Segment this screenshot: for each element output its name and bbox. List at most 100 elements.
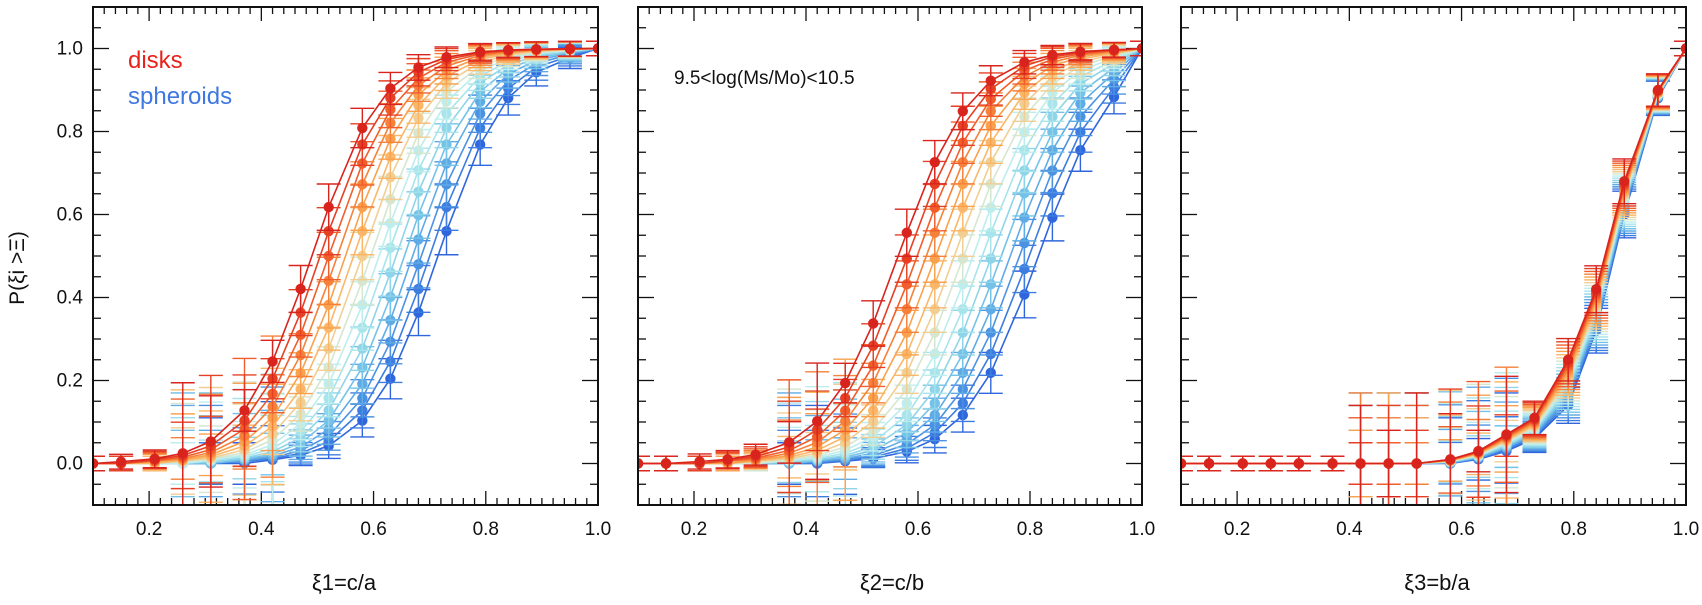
data-point (957, 106, 968, 117)
legend-spheroids: spheroids (128, 83, 232, 110)
data-point (205, 436, 217, 447)
series-line (639, 47, 1141, 465)
data-point (784, 437, 795, 448)
data-point (385, 291, 396, 303)
data-point (295, 283, 306, 295)
data-point (177, 448, 188, 459)
x-axis-label-c-over-a: ξ1=c/a (312, 570, 377, 595)
data-point (985, 202, 996, 213)
mass-range-annotation: 9.5<log(Ms/Mo)<10.5 (674, 68, 855, 89)
series-line (639, 47, 1141, 465)
data-point (1019, 212, 1030, 223)
data-point (660, 458, 672, 469)
series-line (639, 47, 1141, 465)
x-tick-label: 0.6 (905, 519, 931, 540)
series-line (639, 47, 1141, 465)
y-axis-label: P(ξi >Ξ) (6, 231, 29, 305)
data-layer (94, 40, 597, 504)
series-12 (1182, 40, 1685, 504)
x-tick-label: 0.2 (681, 519, 707, 540)
series-line (639, 48, 1141, 465)
series-15 (639, 40, 1141, 504)
y-tick-label: 0.6 (57, 205, 83, 226)
data-point (413, 234, 424, 245)
series-9 (1182, 40, 1685, 504)
series-14 (1182, 40, 1685, 504)
data-point (1265, 458, 1276, 469)
data-point (1182, 458, 1187, 469)
x-tick-label: 0.8 (1561, 519, 1587, 540)
y-tick-label: 1.0 (57, 39, 83, 60)
data-point (1562, 354, 1574, 365)
data-point (94, 458, 99, 469)
data-point (239, 405, 250, 416)
data-point (1591, 284, 1602, 295)
data-layer (639, 40, 1141, 504)
series-6 (639, 40, 1141, 504)
data-point (957, 304, 968, 315)
y-tick-label: 0.2 (57, 371, 83, 392)
series-7 (1182, 40, 1685, 504)
data-point (323, 250, 334, 262)
x-tick-label: 0.2 (136, 519, 162, 540)
data-point (357, 122, 368, 134)
series-5 (94, 40, 597, 504)
data-point (694, 456, 705, 467)
data-point (267, 356, 278, 367)
data-point (503, 44, 514, 56)
x-tick-label: 0.8 (1017, 519, 1043, 540)
data-point (639, 458, 644, 469)
data-point (1445, 454, 1456, 465)
series-13 (639, 40, 1141, 504)
series-line (639, 47, 1141, 465)
data-point (722, 454, 733, 465)
data-point (901, 227, 912, 238)
data-point (323, 201, 334, 213)
series-line (639, 48, 1141, 465)
series-line (639, 47, 1141, 465)
x-tick-label: 1.0 (1129, 519, 1155, 540)
series-1 (1182, 40, 1685, 504)
data-point (929, 156, 940, 168)
data-point (385, 242, 396, 253)
legend-disks: disks (128, 47, 183, 74)
data-point (957, 202, 968, 213)
y-tick-label: 0.8 (57, 122, 83, 143)
series-7 (639, 40, 1141, 504)
series-1 (94, 40, 597, 504)
x-tick-label: 0.4 (1336, 519, 1363, 540)
data-point (474, 46, 486, 58)
series-line (639, 48, 1141, 465)
series-line (639, 48, 1141, 465)
x-tick-label: 1.0 (1673, 519, 1699, 540)
data-point (1619, 176, 1630, 187)
series-1 (639, 40, 1141, 480)
data-point (357, 250, 368, 262)
data-point (1019, 57, 1030, 68)
data-point (1501, 429, 1512, 440)
x-axis-label-b-over-a: ξ3=b/a (1404, 570, 1470, 595)
data-point (1680, 43, 1685, 54)
data-point (357, 226, 368, 237)
data-point (115, 456, 127, 467)
series-4 (94, 40, 597, 504)
data-point (564, 43, 576, 54)
data-point (323, 275, 334, 286)
data-point (531, 43, 542, 55)
data-point (592, 43, 597, 54)
data-point (929, 202, 940, 213)
series-line (94, 47, 597, 465)
data-point (413, 62, 424, 73)
data-point (868, 318, 879, 329)
data-point (1047, 212, 1058, 223)
data-point (441, 52, 452, 63)
panel-right: 0.2 0.4 0.6 0.8 1.0 (1180, 6, 1699, 540)
data-point (1047, 49, 1058, 61)
data-point (357, 275, 368, 286)
data-point (929, 304, 940, 315)
panel-left: 0.2 0.4 0.6 0.8 1.0 0.0 0.2 0.4 0.6 0.8 1.0 (57, 6, 611, 540)
data-point (840, 377, 851, 389)
data-point (1019, 289, 1030, 300)
data-point (1652, 84, 1664, 96)
